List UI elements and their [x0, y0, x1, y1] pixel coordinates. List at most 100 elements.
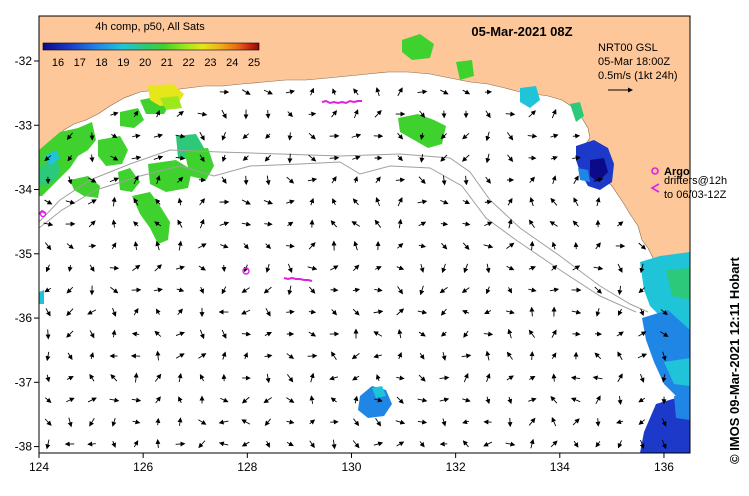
- current-arrow: [199, 286, 205, 294]
- current-arrow: [550, 133, 559, 139]
- current-arrow: [178, 396, 183, 404]
- current-arrow: [307, 353, 318, 359]
- current-arrow: [175, 441, 186, 447]
- current-arrow: [573, 175, 579, 185]
- current-arrow: [353, 240, 359, 251]
- current-arrow: [308, 132, 316, 140]
- current-arrow: [198, 177, 206, 183]
- current-arrow: [287, 221, 294, 227]
- current-arrow: [573, 197, 579, 207]
- colorbar-tick-label: 19: [117, 57, 129, 69]
- current-arrow: [220, 397, 229, 403]
- current-arrow: [330, 397, 337, 403]
- current-arrow: [463, 373, 469, 383]
- colorbar-title: 4h comp, p50, All Sats: [95, 21, 205, 33]
- current-arrow: [506, 265, 515, 271]
- current-arrow: [638, 242, 647, 250]
- current-arrow: [110, 155, 119, 161]
- current-arrow: [66, 308, 74, 316]
- current-arrow: [286, 243, 295, 249]
- x-tick-label: 134: [550, 460, 570, 474]
- current-arrow: [418, 221, 427, 227]
- current-arrow: [595, 441, 601, 448]
- colorbar-tick-label: 16: [52, 57, 64, 69]
- current-arrow: [198, 419, 207, 425]
- current-arrow: [353, 176, 359, 184]
- current-arrow: [89, 264, 95, 272]
- current-arrow: [332, 198, 337, 206]
- current-arrow: [418, 243, 427, 249]
- current-arrow: [549, 287, 560, 293]
- current-arrow: [440, 331, 447, 337]
- current-arrow: [110, 286, 119, 294]
- current-arrow: [483, 331, 494, 337]
- current-arrow: [329, 375, 339, 381]
- current-arrow: [332, 88, 337, 95]
- current-arrow: [330, 287, 339, 293]
- plot-frame: [38, 15, 691, 454]
- current-arrow: [242, 133, 250, 139]
- current-arrow: [551, 352, 557, 360]
- current-arrow: [132, 264, 141, 271]
- current-arrow: [484, 199, 493, 205]
- colorbar-tick-label: 22: [183, 57, 195, 69]
- current-arrow: [417, 419, 428, 425]
- current-arrow: [286, 441, 294, 447]
- current-arrow: [265, 175, 271, 186]
- x-tick-label: 126: [133, 460, 153, 474]
- current-arrow: [506, 351, 513, 360]
- current-arrow: [331, 110, 338, 118]
- current-arrow: [505, 441, 516, 447]
- current-arrow: [463, 263, 469, 274]
- current-arrow: [66, 376, 74, 381]
- current-arrow: [199, 154, 205, 163]
- current-arrow: [45, 351, 51, 362]
- current-arrow: [397, 197, 403, 207]
- current-arrow: [155, 240, 161, 251]
- current-arrow: [549, 221, 558, 227]
- argo-legend: Argo drifters@12h to 06/03-12Z: [650, 166, 727, 201]
- current-arrow: [89, 418, 95, 427]
- current-arrow: [154, 287, 163, 293]
- current-arrow: [353, 109, 359, 119]
- current-arrow: [45, 439, 51, 450]
- current-arrow: [661, 439, 667, 450]
- current-arrow: [89, 132, 95, 141]
- current-arrow: [177, 197, 183, 206]
- current-arrow: [265, 263, 271, 273]
- current-arrow: [617, 351, 623, 360]
- current-arrow: [111, 242, 117, 250]
- current-arrow: [132, 419, 141, 425]
- current-arrow: [67, 352, 73, 360]
- current-arrow: [462, 154, 470, 162]
- current-arrow: [286, 353, 295, 360]
- current-arrow: [353, 418, 360, 427]
- current-arrow: [418, 176, 426, 184]
- current-arrow: [286, 374, 294, 383]
- current-arrow: [395, 419, 406, 425]
- current-arrow: [419, 132, 425, 140]
- current-arrow: [111, 307, 117, 317]
- current-arrow: [396, 265, 405, 271]
- current-arrow: [353, 88, 359, 96]
- current-arrow: [286, 309, 295, 315]
- current-arrow: [419, 154, 425, 163]
- current-arrow: [461, 353, 472, 359]
- current-arrow: [661, 418, 667, 427]
- current-arrow: [87, 309, 97, 315]
- current-arrow: [529, 351, 535, 360]
- current-arrow: [66, 330, 74, 338]
- current-arrow: [485, 373, 491, 383]
- argo-legend-icon: [651, 167, 659, 175]
- current-arrow: [352, 287, 361, 293]
- current-arrow: [109, 397, 120, 403]
- y-tick-label: -37: [15, 375, 33, 389]
- current-legend-source: NRT00 GSL: [598, 42, 658, 54]
- current-arrow: [396, 375, 405, 381]
- current-arrow: [330, 265, 339, 271]
- current-arrow: [551, 109, 557, 119]
- current-arrow: [528, 397, 537, 403]
- current-arrow: [241, 199, 251, 205]
- current-arrow: [111, 133, 118, 139]
- current-arrow: [287, 285, 293, 296]
